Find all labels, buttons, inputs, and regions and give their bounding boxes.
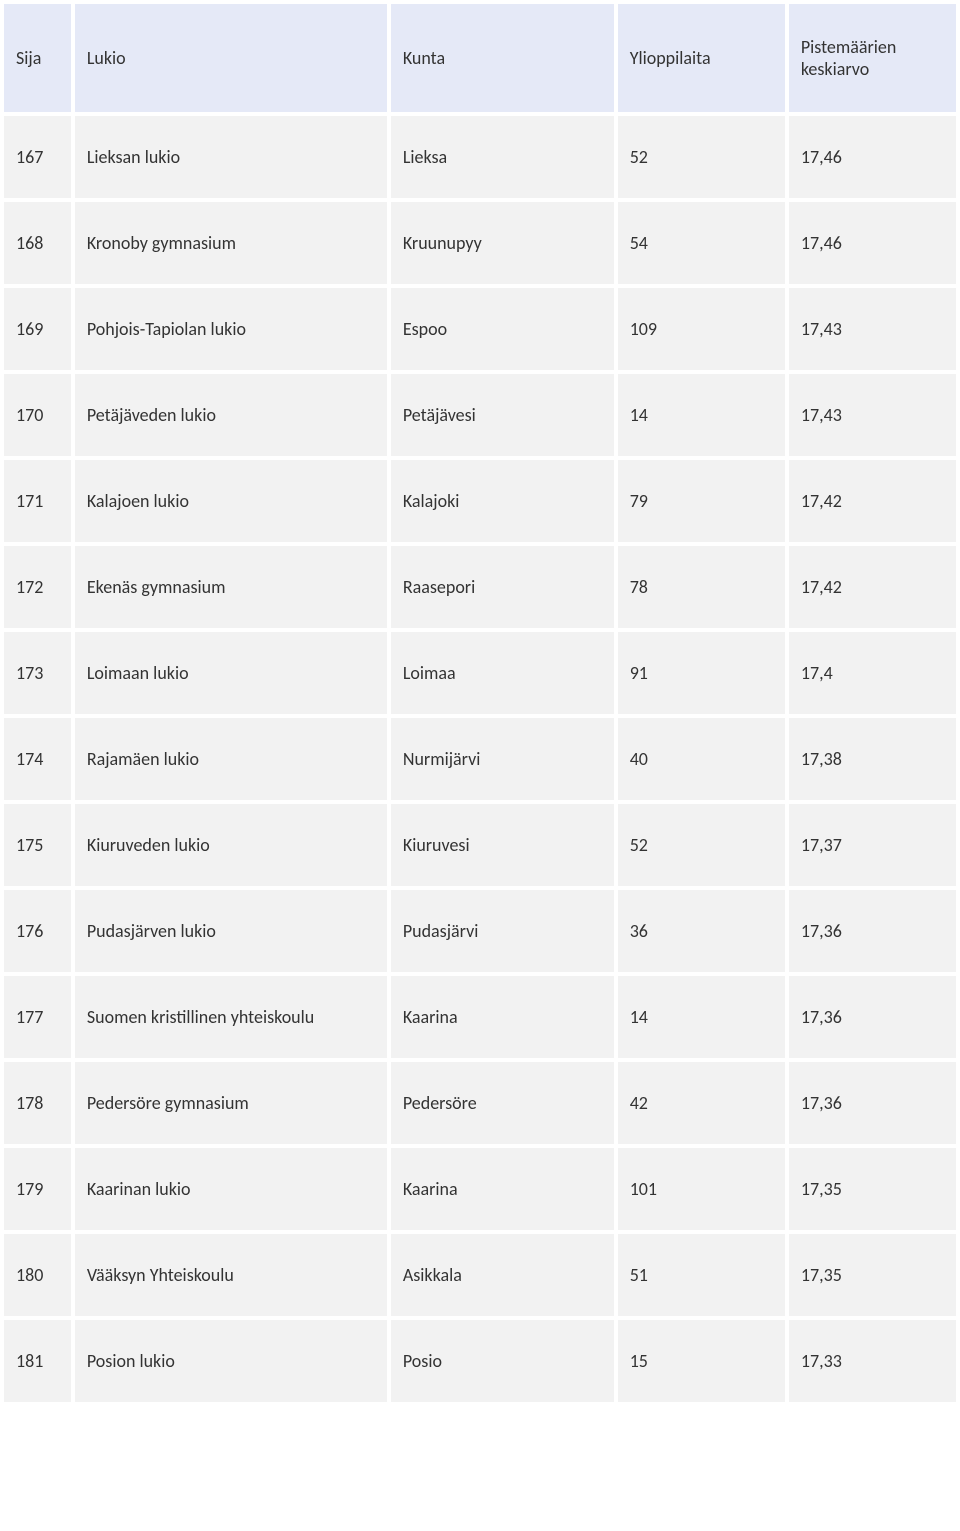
cell-kunta: Kiuruvesi bbox=[391, 804, 614, 886]
cell-keskiarvo: 17,33 bbox=[789, 1320, 956, 1402]
cell-sija: 178 bbox=[4, 1062, 71, 1144]
cell-lukio: Pedersöre gymnasium bbox=[75, 1062, 387, 1144]
cell-sija: 174 bbox=[4, 718, 71, 800]
table-row: 174 Rajamäen lukio Nurmijärvi 40 17,38 bbox=[4, 718, 956, 800]
cell-kunta: Raasepori bbox=[391, 546, 614, 628]
cell-kunta: Petäjävesi bbox=[391, 374, 614, 456]
cell-kunta: Posio bbox=[391, 1320, 614, 1402]
ranking-table: Sija Lukio Kunta Ylioppilaita Pistemääri… bbox=[0, 0, 960, 1406]
cell-kunta: Nurmijärvi bbox=[391, 718, 614, 800]
cell-keskiarvo: 17,42 bbox=[789, 546, 956, 628]
cell-ylioppilaita: 91 bbox=[618, 632, 785, 714]
cell-kunta: Loimaa bbox=[391, 632, 614, 714]
cell-sija: 169 bbox=[4, 288, 71, 370]
cell-ylioppilaita: 36 bbox=[618, 890, 785, 972]
table-row: 172 Ekenäs gymnasium Raasepori 78 17,42 bbox=[4, 546, 956, 628]
cell-kunta: Pudasjärvi bbox=[391, 890, 614, 972]
cell-lukio: Kaarinan lukio bbox=[75, 1148, 387, 1230]
cell-ylioppilaita: 51 bbox=[618, 1234, 785, 1316]
cell-keskiarvo: 17,36 bbox=[789, 890, 956, 972]
cell-lukio: Kronoby gymnasium bbox=[75, 202, 387, 284]
cell-ylioppilaita: 79 bbox=[618, 460, 785, 542]
cell-lukio: Rajamäen lukio bbox=[75, 718, 387, 800]
cell-keskiarvo: 17,38 bbox=[789, 718, 956, 800]
cell-sija: 170 bbox=[4, 374, 71, 456]
cell-kunta: Lieksa bbox=[391, 116, 614, 198]
cell-sija: 168 bbox=[4, 202, 71, 284]
cell-lukio: Vääksyn Yhteiskoulu bbox=[75, 1234, 387, 1316]
cell-sija: 180 bbox=[4, 1234, 71, 1316]
cell-ylioppilaita: 14 bbox=[618, 976, 785, 1058]
table-row: 180 Vääksyn Yhteiskoulu Asikkala 51 17,3… bbox=[4, 1234, 956, 1316]
cell-kunta: Kaarina bbox=[391, 1148, 614, 1230]
cell-keskiarvo: 17,46 bbox=[789, 116, 956, 198]
cell-sija: 176 bbox=[4, 890, 71, 972]
cell-lukio: Kalajoen lukio bbox=[75, 460, 387, 542]
cell-keskiarvo: 17,46 bbox=[789, 202, 956, 284]
cell-ylioppilaita: 40 bbox=[618, 718, 785, 800]
table-body: 167 Lieksan lukio Lieksa 52 17,46 168 Kr… bbox=[4, 116, 956, 1402]
table-row: 177 Suomen kristillinen yhteiskoulu Kaar… bbox=[4, 976, 956, 1058]
cell-keskiarvo: 17,37 bbox=[789, 804, 956, 886]
cell-sija: 175 bbox=[4, 804, 71, 886]
table-row: 171 Kalajoen lukio Kalajoki 79 17,42 bbox=[4, 460, 956, 542]
cell-lukio: Loimaan lukio bbox=[75, 632, 387, 714]
cell-sija: 172 bbox=[4, 546, 71, 628]
table-row: 170 Petäjäveden lukio Petäjävesi 14 17,4… bbox=[4, 374, 956, 456]
cell-kunta: Espoo bbox=[391, 288, 614, 370]
cell-lukio: Ekenäs gymnasium bbox=[75, 546, 387, 628]
header-keskiarvo: Pistemäärien keskiarvo bbox=[789, 4, 956, 112]
cell-sija: 171 bbox=[4, 460, 71, 542]
cell-ylioppilaita: 109 bbox=[618, 288, 785, 370]
cell-kunta: Kruunupyy bbox=[391, 202, 614, 284]
table-row: 168 Kronoby gymnasium Kruunupyy 54 17,46 bbox=[4, 202, 956, 284]
cell-sija: 177 bbox=[4, 976, 71, 1058]
cell-ylioppilaita: 78 bbox=[618, 546, 785, 628]
cell-ylioppilaita: 14 bbox=[618, 374, 785, 456]
cell-keskiarvo: 17,43 bbox=[789, 288, 956, 370]
table-row: 169 Pohjois-Tapiolan lukio Espoo 109 17,… bbox=[4, 288, 956, 370]
cell-kunta: Pedersöre bbox=[391, 1062, 614, 1144]
cell-lukio: Lieksan lukio bbox=[75, 116, 387, 198]
cell-lukio: Pohjois-Tapiolan lukio bbox=[75, 288, 387, 370]
table-row: 167 Lieksan lukio Lieksa 52 17,46 bbox=[4, 116, 956, 198]
cell-kunta: Asikkala bbox=[391, 1234, 614, 1316]
cell-kunta: Kaarina bbox=[391, 976, 614, 1058]
cell-kunta: Kalajoki bbox=[391, 460, 614, 542]
cell-sija: 173 bbox=[4, 632, 71, 714]
header-ylioppilaita: Ylioppilaita bbox=[618, 4, 785, 112]
cell-ylioppilaita: 42 bbox=[618, 1062, 785, 1144]
cell-lukio: Posion lukio bbox=[75, 1320, 387, 1402]
table-row: 179 Kaarinan lukio Kaarina 101 17,35 bbox=[4, 1148, 956, 1230]
cell-keskiarvo: 17,43 bbox=[789, 374, 956, 456]
table-header-row: Sija Lukio Kunta Ylioppilaita Pistemääri… bbox=[4, 4, 956, 112]
cell-sija: 181 bbox=[4, 1320, 71, 1402]
cell-ylioppilaita: 52 bbox=[618, 804, 785, 886]
cell-keskiarvo: 17,35 bbox=[789, 1148, 956, 1230]
cell-lukio: Kiuruveden lukio bbox=[75, 804, 387, 886]
table-row: 178 Pedersöre gymnasium Pedersöre 42 17,… bbox=[4, 1062, 956, 1144]
cell-ylioppilaita: 15 bbox=[618, 1320, 785, 1402]
cell-lukio: Petäjäveden lukio bbox=[75, 374, 387, 456]
cell-keskiarvo: 17,42 bbox=[789, 460, 956, 542]
table-row: 176 Pudasjärven lukio Pudasjärvi 36 17,3… bbox=[4, 890, 956, 972]
cell-sija: 179 bbox=[4, 1148, 71, 1230]
cell-keskiarvo: 17,35 bbox=[789, 1234, 956, 1316]
header-lukio: Lukio bbox=[75, 4, 387, 112]
cell-keskiarvo: 17,36 bbox=[789, 976, 956, 1058]
cell-lukio: Pudasjärven lukio bbox=[75, 890, 387, 972]
table-row: 181 Posion lukio Posio 15 17,33 bbox=[4, 1320, 956, 1402]
cell-ylioppilaita: 54 bbox=[618, 202, 785, 284]
cell-keskiarvo: 17,36 bbox=[789, 1062, 956, 1144]
cell-sija: 167 bbox=[4, 116, 71, 198]
table-row: 173 Loimaan lukio Loimaa 91 17,4 bbox=[4, 632, 956, 714]
cell-ylioppilaita: 52 bbox=[618, 116, 785, 198]
cell-ylioppilaita: 101 bbox=[618, 1148, 785, 1230]
table-row: 175 Kiuruveden lukio Kiuruvesi 52 17,37 bbox=[4, 804, 956, 886]
cell-lukio: Suomen kristillinen yhteiskoulu bbox=[75, 976, 387, 1058]
cell-keskiarvo: 17,4 bbox=[789, 632, 956, 714]
header-sija: Sija bbox=[4, 4, 71, 112]
header-kunta: Kunta bbox=[391, 4, 614, 112]
